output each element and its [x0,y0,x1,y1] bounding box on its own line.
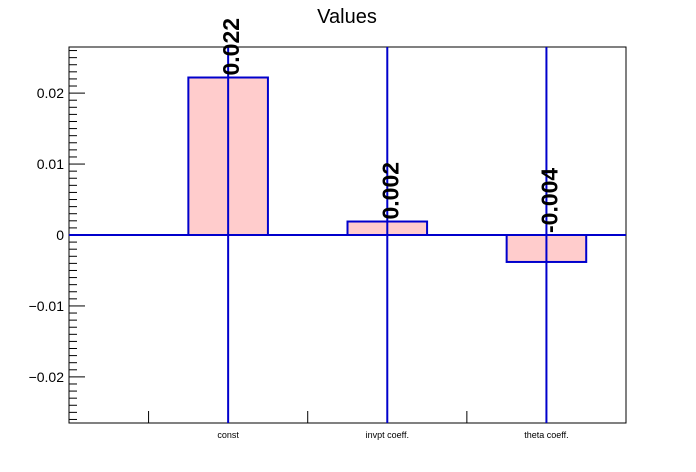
bar-value-label: 0.022 [218,18,244,76]
y-tick-label: −0.01 [29,298,65,314]
y-tick-label: 0 [56,227,64,243]
x-category-label: invpt coeff. [366,430,409,440]
plot-area: −0.02 −0.01 0 0.01 0.02 const 0.022 invpt coeff… [29,18,627,440]
chart-title: Values [317,6,377,28]
bar-value-label: 0.002 [377,162,403,220]
y-tick-label: 0.01 [37,156,64,172]
bar-value-label: -0.004 [536,168,562,233]
x-category-label: theta coeff. [524,430,568,440]
y-tick-label: 0.02 [37,85,64,101]
y-tick-label: −0.02 [29,369,65,385]
x-category-label: const [217,430,239,440]
